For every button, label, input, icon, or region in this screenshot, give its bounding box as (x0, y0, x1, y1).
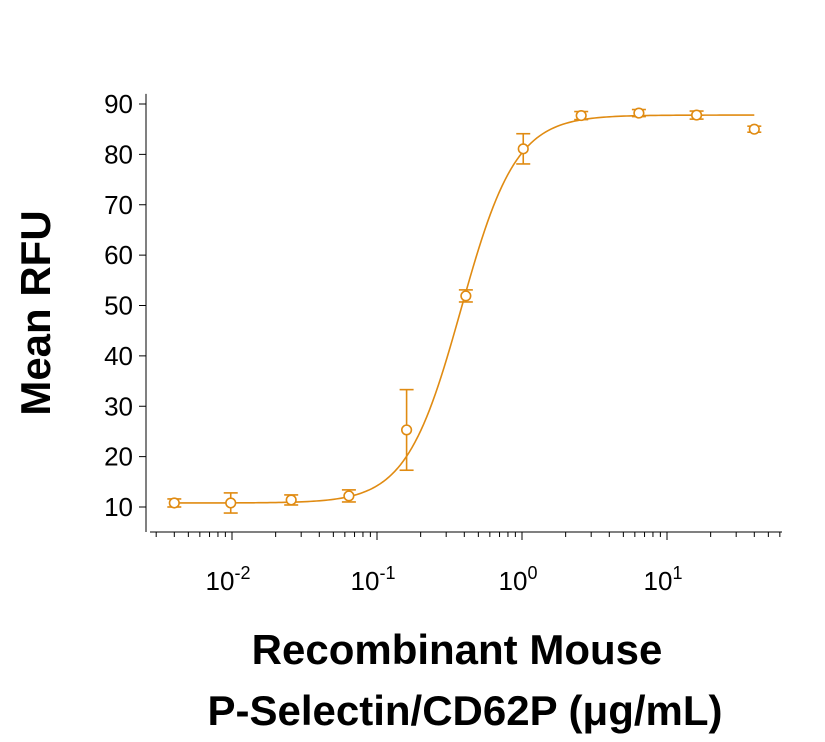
y-tick-label: 80 (104, 139, 133, 169)
data-point (689, 109, 704, 121)
point-marker (168, 497, 180, 509)
x-tick-label: 10-2 (206, 563, 251, 596)
y-tick-label: 40 (104, 341, 133, 371)
data-point (516, 132, 531, 165)
x-tick-label: 101 (644, 563, 683, 596)
point-marker (517, 143, 529, 155)
point-marker (400, 424, 413, 436)
y-tick-label: 70 (104, 190, 133, 220)
data-point (631, 107, 646, 119)
data-point (747, 123, 762, 135)
y-tick-label: 30 (104, 391, 133, 421)
data-point (223, 492, 238, 514)
data-point (341, 489, 356, 503)
point-marker (575, 109, 587, 122)
point-marker (285, 494, 297, 506)
point-marker (460, 290, 472, 302)
data-point (284, 494, 299, 506)
x-axis-title-line2: P-Selectin/CD62P (μg/mL) (207, 687, 722, 734)
data-point (167, 497, 182, 509)
point-marker (690, 109, 703, 121)
point-marker (748, 123, 760, 135)
data-point (399, 388, 414, 472)
x-tick-label: 100 (499, 563, 538, 596)
point-marker (343, 490, 355, 502)
data-points-layer (167, 107, 762, 514)
y-tick-label: 10 (104, 492, 133, 522)
fit-curve-layer (174, 114, 755, 504)
y-tick-label: 90 (104, 89, 133, 119)
y-tick-label: 60 (104, 240, 133, 270)
data-point (574, 109, 589, 122)
y-axis: 10 20 30 40 50 60 70 80 90 (104, 89, 147, 532)
point-marker (225, 497, 237, 509)
y-axis-title: Mean RFU (12, 210, 59, 415)
y-tick-label: 50 (104, 291, 133, 321)
point-marker (633, 107, 645, 119)
y-tick-label: 20 (104, 442, 133, 472)
fit-curve (174, 114, 755, 504)
x-axis: 10-2 10-1 100 101 (150, 531, 782, 596)
data-point (458, 289, 473, 303)
x-tick-label: 10-1 (351, 563, 396, 596)
x-axis-title-line1: Recombinant Mouse (252, 626, 663, 673)
